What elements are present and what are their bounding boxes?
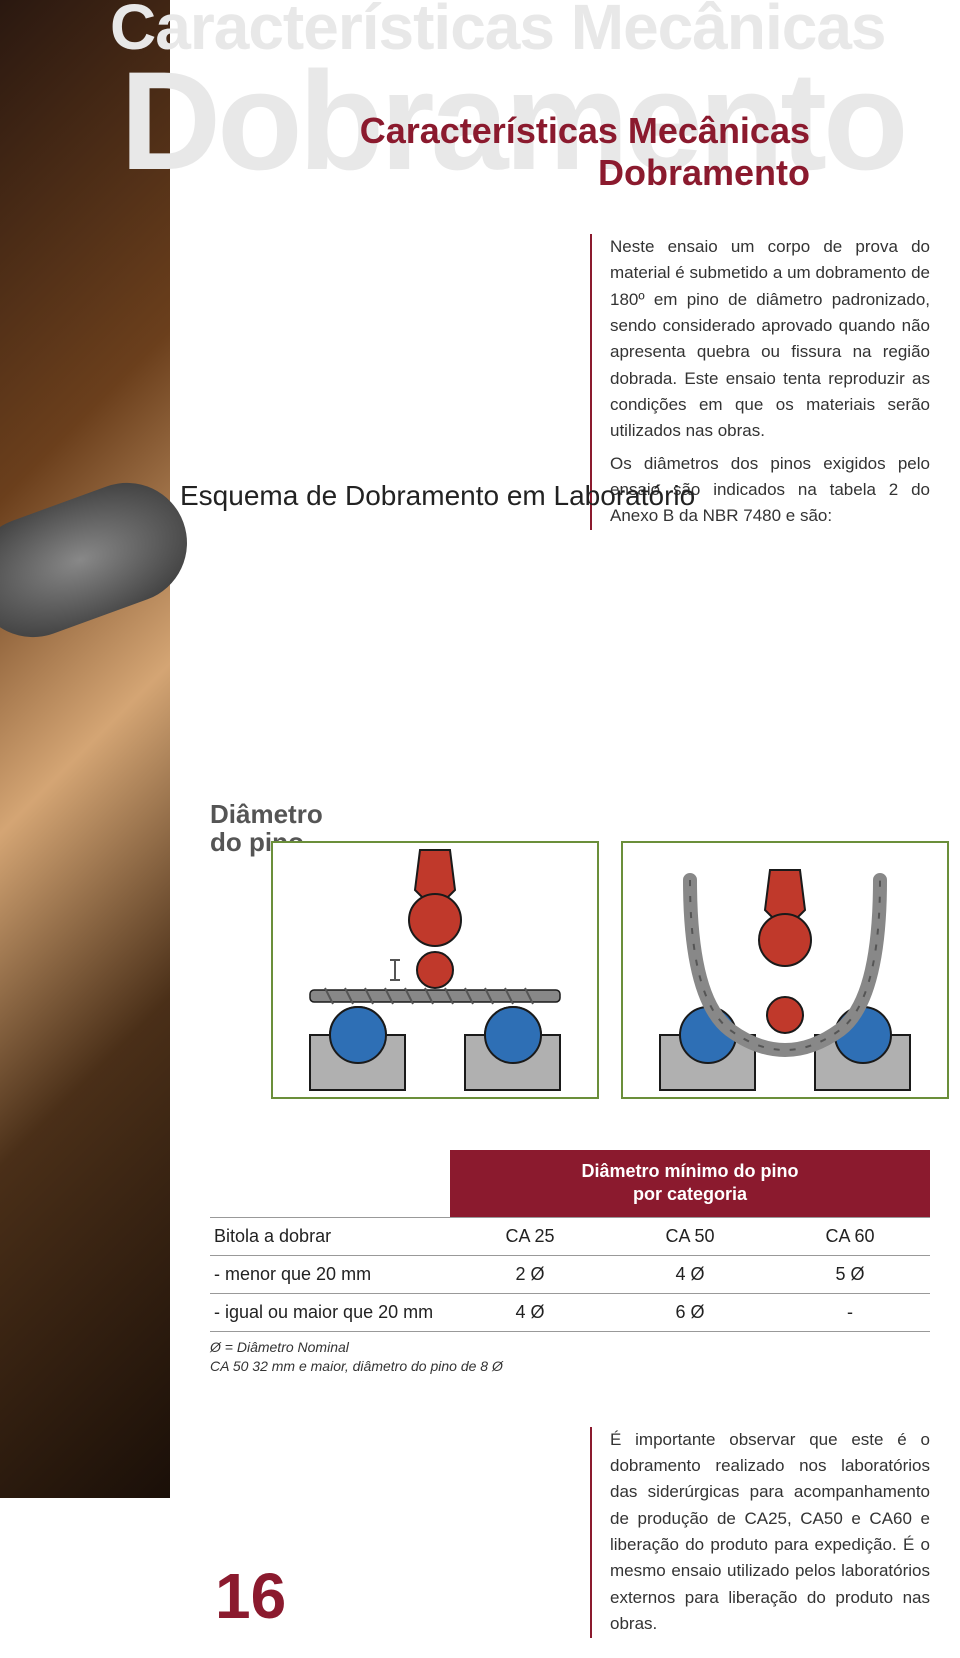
title-block: Características Mecânicas Dobramento (210, 110, 930, 194)
table-row-1: - menor que 20 mm 2 Ø 4 Ø 5 Ø (210, 1256, 930, 1294)
footer-para: É importante observar que este é o dobra… (610, 1427, 930, 1638)
table-cell-0-0: 2 Ø (450, 1256, 610, 1293)
table-cell-0-2: 5 Ø (770, 1256, 930, 1293)
table-header-title: Diâmetro mínimo do pino por categoria (450, 1150, 930, 1217)
scheme-title: Esquema de Dobramento em Laboratório (180, 480, 695, 512)
table-notes: Ø = Diâmetro Nominal CA 50 32 mm e maior… (210, 1338, 930, 1377)
table-row-columns: Bitola a dobrar CA 25 CA 50 CA 60 (210, 1217, 930, 1256)
table-label-1: - menor que 20 mm (210, 1256, 450, 1293)
table-label-0: Bitola a dobrar (210, 1218, 450, 1255)
table-cell-1-1: 6 Ø (610, 1294, 770, 1331)
footer-block: É importante observar que este é o dobra… (210, 1427, 930, 1638)
title-line1: Características Mecânicas (210, 110, 810, 152)
table-col-0: CA 25 (450, 1218, 610, 1255)
intro-para1: Neste ensaio um corpo de prova do materi… (610, 234, 930, 445)
pin-table: Diâmetro mínimo do pino por categoria Bi… (210, 1150, 930, 1377)
table-cell-0-1: 4 Ø (610, 1256, 770, 1293)
table-header-l2: por categoria (633, 1184, 747, 1204)
background-photo (0, 0, 170, 1498)
table-header-l1: Diâmetro mínimo do pino (581, 1161, 798, 1181)
table-col-2: CA 60 (770, 1218, 930, 1255)
table-label-2: - igual ou maior que 20 mm (210, 1294, 450, 1331)
table-header: Diâmetro mínimo do pino por categoria (210, 1150, 930, 1217)
diagram-left (270, 840, 600, 1100)
page-content: Características Mecânicas Dobramento Car… (170, 0, 960, 1658)
bend-diagram: Diâmetro do pino D Ø (210, 790, 930, 1110)
footer-column: É importante observar que este é o dobra… (590, 1427, 930, 1638)
diagram-right (620, 840, 950, 1100)
title-line2: Dobramento (210, 152, 810, 194)
table-row-2: - igual ou maior que 20 mm 4 Ø 6 Ø - (210, 1294, 930, 1332)
table-cell-1-0: 4 Ø (450, 1294, 610, 1331)
diagram-label-l1: Diâmetro (210, 799, 323, 829)
table-note-2: CA 50 32 mm e maior, diâmetro do pino de… (210, 1357, 930, 1377)
table-col-1: CA 50 (610, 1218, 770, 1255)
table-header-spacer (210, 1150, 450, 1217)
page-number: 16 (215, 1559, 286, 1633)
table-note-1: Ø = Diâmetro Nominal (210, 1338, 930, 1358)
table-cell-1-2: - (770, 1294, 930, 1331)
